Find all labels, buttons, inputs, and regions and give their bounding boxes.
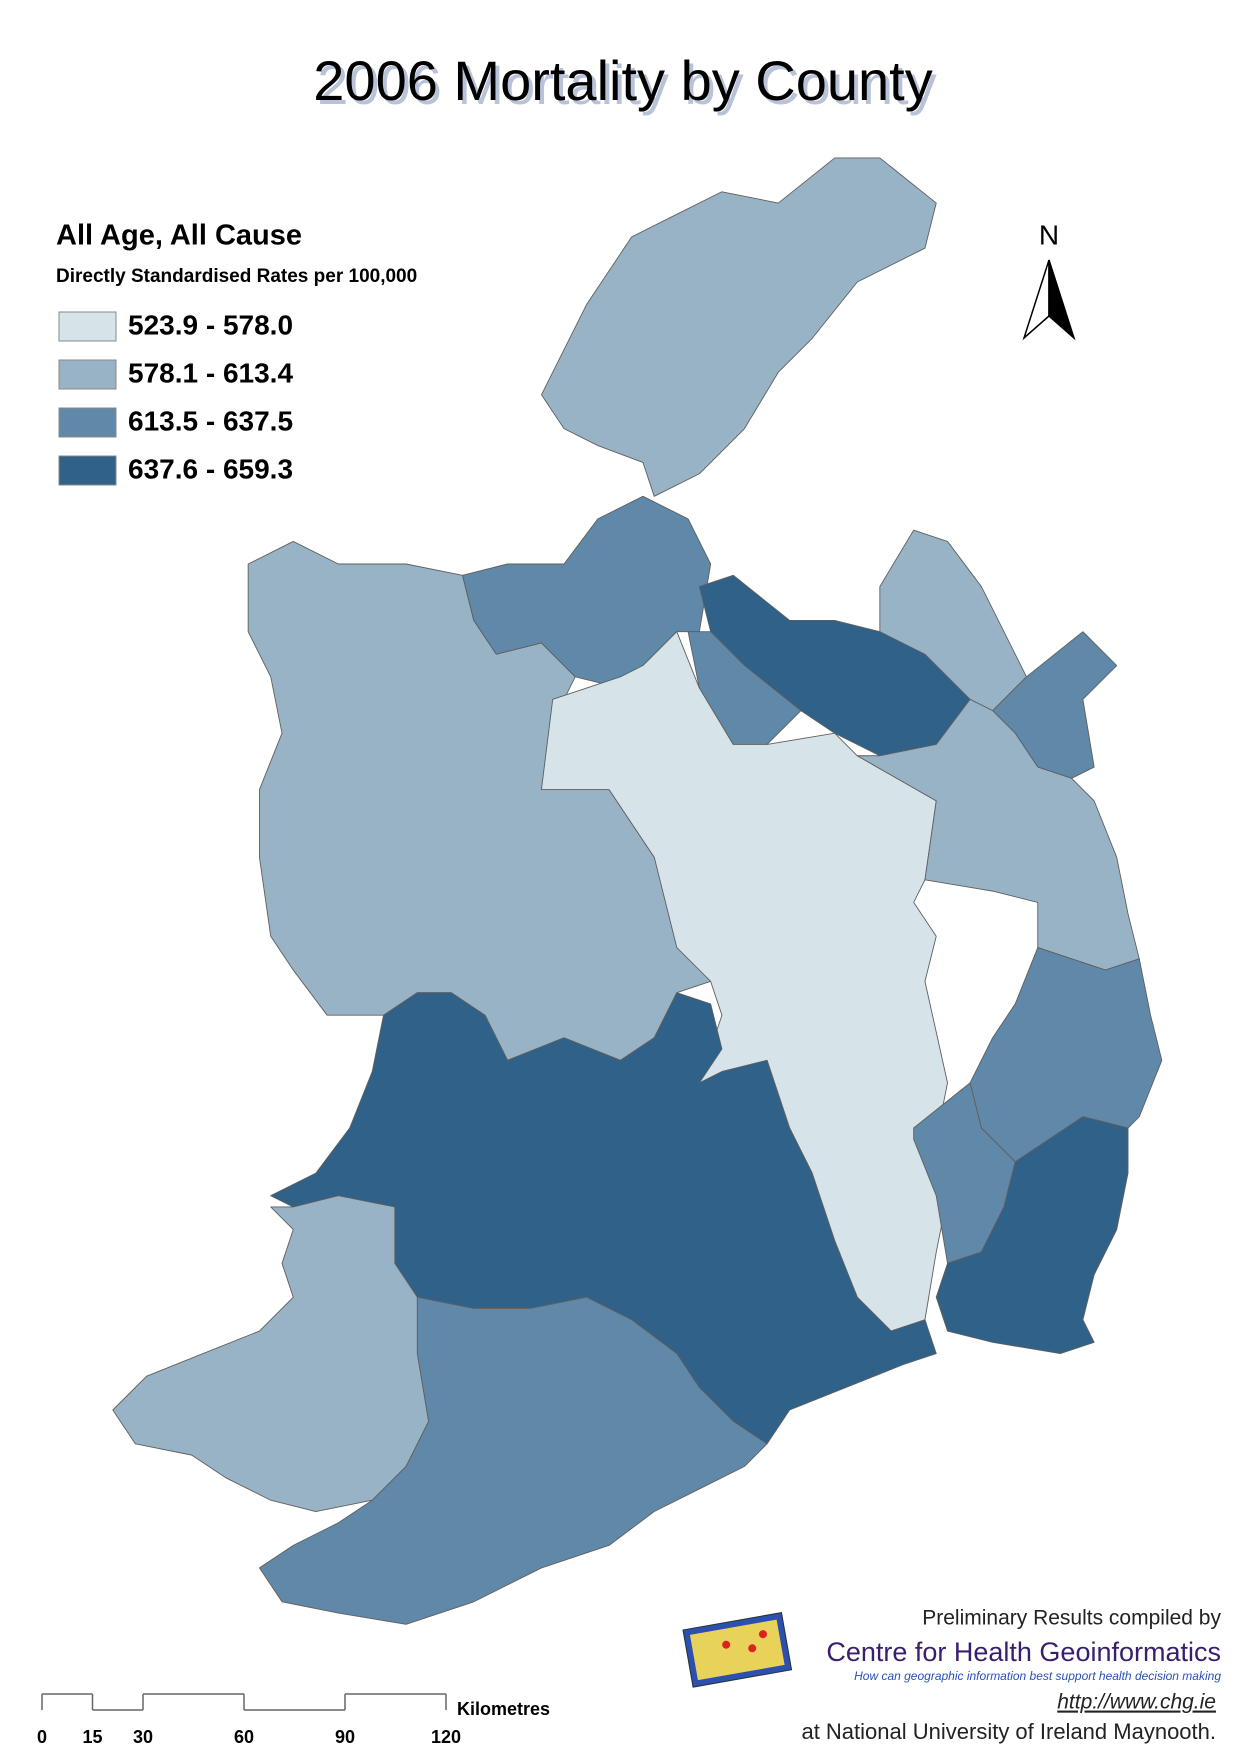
county	[112, 1195, 430, 1512]
map-title: 2006 Mortality by County	[313, 49, 932, 112]
legend-label: 613.5 - 637.5	[128, 405, 293, 436]
county	[856, 698, 1140, 971]
logo-dot	[758, 1630, 767, 1639]
legend-title: All Age, All Cause	[56, 220, 302, 252]
legend-swatch	[58, 407, 117, 438]
scale-label: 60	[234, 1727, 254, 1747]
scale-label: 90	[335, 1727, 355, 1747]
credits-line: Preliminary Results compiled by	[922, 1607, 1221, 1630]
legend: All Age, All Cause Directly Standardised…	[56, 220, 417, 486]
scale-label: 120	[431, 1727, 461, 1747]
ireland-map	[112, 157, 1163, 1625]
north-arrow: N	[1022, 219, 1076, 341]
county	[540, 157, 937, 497]
legend-label: 523.9 - 578.0	[128, 309, 293, 340]
website-link[interactable]: http://www.chg.ie	[1057, 1691, 1216, 1714]
legend-subtitle: Directly Standardised Rates per 100,000	[56, 266, 417, 287]
legend-swatch	[58, 455, 117, 486]
legend-items: 523.9 - 578.0 578.1 - 613.4 613.5 - 637.5 6…	[58, 309, 293, 486]
scale-label: 15	[82, 1727, 102, 1747]
north-label: N	[1039, 219, 1059, 250]
tagline: How can geographic information best supp…	[854, 1669, 1221, 1683]
logo-dot	[748, 1644, 757, 1653]
county	[540, 631, 948, 1332]
arrow-left	[1022, 259, 1050, 341]
credits: Preliminary Results compiled by Centre f…	[682, 1607, 1221, 1744]
county	[935, 1116, 1129, 1355]
scale-label: 0	[37, 1727, 47, 1747]
logo	[682, 1612, 793, 1688]
legend-label: 578.1 - 613.4	[128, 357, 293, 388]
institution: at National University of Ireland Maynoo…	[801, 1719, 1216, 1744]
scale-unit: Kilometres	[457, 1699, 550, 1719]
scale-bar: Kilometres 0 15 30 60 90 120	[37, 1693, 550, 1747]
scale-label: 30	[133, 1727, 153, 1747]
legend-label: 637.6 - 659.3	[128, 453, 293, 484]
legend-swatch	[58, 359, 117, 390]
logo-dot	[722, 1640, 731, 1649]
organisation: Centre for Health Geoinformatics	[826, 1637, 1221, 1667]
county	[258, 1296, 768, 1625]
legend-swatch	[58, 311, 117, 342]
arrow-right	[1048, 259, 1076, 341]
